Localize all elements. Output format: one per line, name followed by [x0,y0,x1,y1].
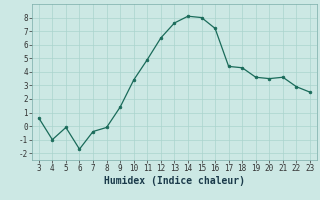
X-axis label: Humidex (Indice chaleur): Humidex (Indice chaleur) [104,176,245,186]
